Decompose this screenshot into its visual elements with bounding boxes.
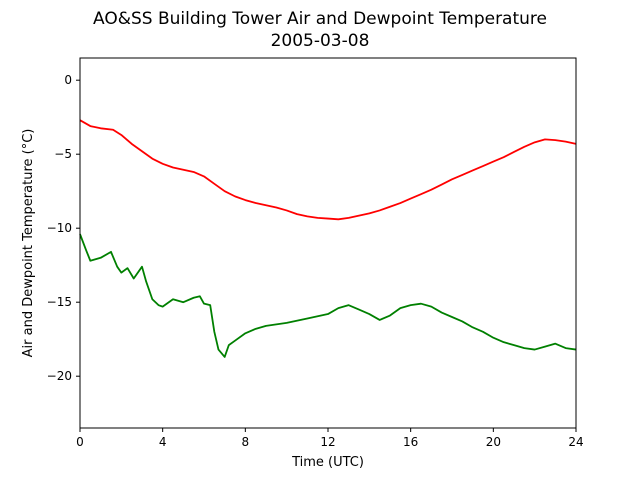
plot-frame xyxy=(79,57,577,429)
x-tick-label: 24 xyxy=(568,435,583,449)
plot-area xyxy=(79,119,577,358)
y-tick-label: −5 xyxy=(54,147,72,161)
series-line-1 xyxy=(79,119,577,221)
y-tick-label: −20 xyxy=(47,369,72,383)
x-tick-label: 12 xyxy=(320,435,335,449)
y-tick-label: −15 xyxy=(47,295,72,309)
x-tick-label: 16 xyxy=(403,435,418,449)
chart-subtitle: 2005-03-08 xyxy=(271,31,370,51)
axis-ticks: 0 4 8 12 16 20 24 0 −5 −10 −15 −20 xyxy=(47,73,584,449)
y-tick-label: 0 xyxy=(64,73,72,87)
series-line-2 xyxy=(79,233,577,358)
y-tick-label: −10 xyxy=(47,221,72,235)
chart-title: AO&SS Building Tower Air and Dewpoint Te… xyxy=(93,9,547,29)
x-tick-label: 20 xyxy=(486,435,501,449)
x-axis-label: Time (UTC) xyxy=(291,455,364,470)
x-tick-label: 4 xyxy=(159,435,167,449)
x-tick-label: 8 xyxy=(242,435,250,449)
y-axis-label: Air and Dewpoint Temperature (°C) xyxy=(21,129,36,358)
x-tick-label: 0 xyxy=(76,435,84,449)
